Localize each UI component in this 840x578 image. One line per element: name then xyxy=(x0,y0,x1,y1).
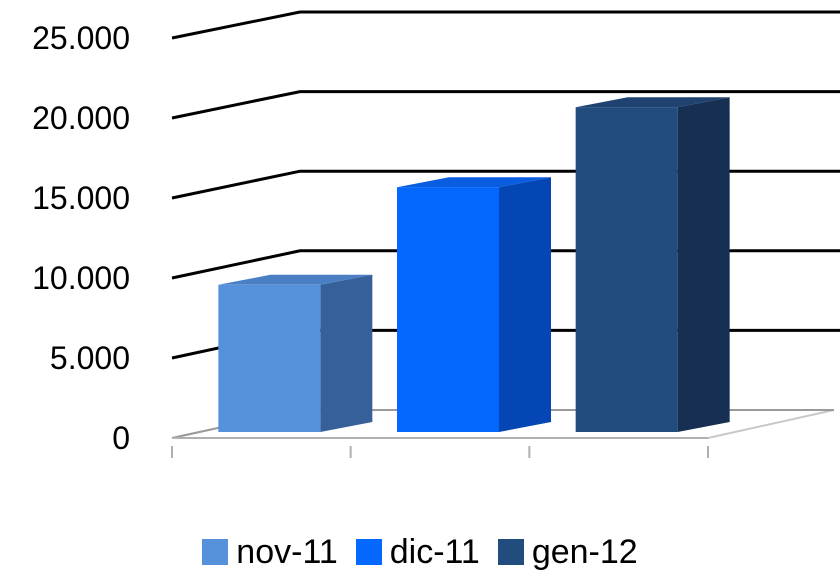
bar-front-gen-12 xyxy=(575,107,678,432)
bar-top-nov-11 xyxy=(218,274,373,285)
legend-label-nov-11: nov-11 xyxy=(236,533,338,571)
y-tick-label-3: 15.000 xyxy=(32,180,130,216)
bar-nov-11 xyxy=(218,274,373,432)
legend-item-dic-11: dic-11 xyxy=(355,533,480,571)
bar-top-dic-11 xyxy=(397,177,551,188)
legend-swatch-dic-11 xyxy=(355,539,382,565)
gridline-4 xyxy=(171,90,840,120)
bar-chart: 0 5.000 10.000 15.000 20.000 25.000 xyxy=(32,10,840,458)
gridline-5 xyxy=(171,10,840,40)
y-tick-label-2: 10.000 xyxy=(32,260,130,296)
legend-swatch-nov-11 xyxy=(202,539,229,565)
y-tick-label-5: 25.000 xyxy=(32,20,130,56)
legend-label-dic-11: dic-11 xyxy=(389,533,480,571)
legend-item-gen-12: gen-12 xyxy=(497,533,638,571)
bar-top-gen-12 xyxy=(575,97,730,108)
bar-side-gen-12 xyxy=(677,97,730,432)
bar-gen-12 xyxy=(575,97,730,432)
y-tick-label-4: 20.000 xyxy=(32,100,130,136)
y-tick-label-1: 5.000 xyxy=(50,340,130,376)
bars xyxy=(218,97,730,432)
bar-front-dic-11 xyxy=(397,187,499,432)
legend-item-nov-11: nov-11 xyxy=(202,533,338,571)
bar-dic-11 xyxy=(397,177,551,432)
bar-side-nov-11 xyxy=(320,274,373,432)
x-axis xyxy=(171,437,709,458)
legend-label-gen-12: gen-12 xyxy=(531,533,638,571)
legend-swatch-gen-12 xyxy=(497,539,524,565)
bar-side-dic-11 xyxy=(499,177,551,432)
bar-front-nov-11 xyxy=(218,284,321,432)
legend: nov-11 dic-11 gen-12 xyxy=(0,530,840,574)
y-axis-ticks: 0 5.000 10.000 15.000 20.000 25.000 xyxy=(32,20,130,456)
y-tick-label-0: 0 xyxy=(112,420,130,456)
